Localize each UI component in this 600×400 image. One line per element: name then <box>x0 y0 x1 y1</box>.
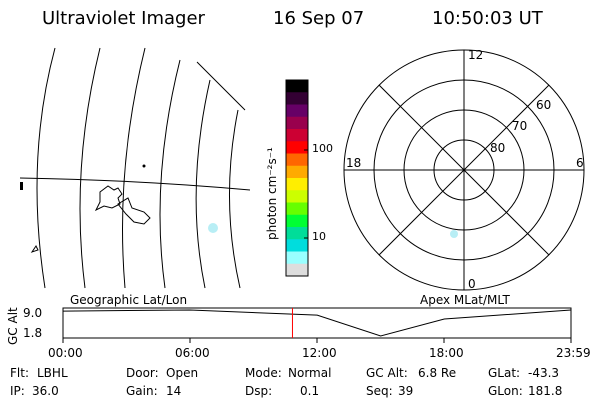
colorbar-segment <box>286 80 308 93</box>
aurora-spot <box>208 223 218 233</box>
mlt-label-6: 6 <box>576 156 584 170</box>
alt-xtick: 23:59 <box>556 346 591 360</box>
polar-subtitle: Apex MLat/MLT <box>420 293 510 307</box>
colorbar-segment <box>286 178 308 191</box>
longitude-line <box>122 47 146 289</box>
alt-ytick-9: 9.0 <box>23 306 43 320</box>
mlt-label-0: 0 <box>468 277 476 291</box>
status-flt-value: LBHL <box>37 366 68 380</box>
lat-label-70: 70 <box>512 119 528 133</box>
status-ip-value: 36.0 <box>32 384 59 398</box>
status-mode-key: Mode: <box>245 366 282 380</box>
latitude-line <box>196 61 246 111</box>
status-seq-value: 39 <box>398 384 414 398</box>
status-gcalt-value: 6.8 Re <box>418 366 457 380</box>
alt-xtick: 00:00 <box>48 346 83 360</box>
alt-ylabel: GC Alt <box>6 307 20 345</box>
meridian-line <box>378 84 550 256</box>
time-label: 10:50:03 UT <box>432 8 543 29</box>
colorbar <box>285 79 309 277</box>
colorbar-segment <box>286 202 308 216</box>
longitude-line <box>79 47 101 289</box>
longitude-line <box>195 79 211 289</box>
altitude-panel <box>62 307 572 343</box>
longitude-line <box>229 109 241 289</box>
colorbar-segment <box>286 239 308 252</box>
colorbar-segment <box>286 263 308 277</box>
coastline <box>30 245 39 253</box>
status-glon-key: GLon: <box>488 384 523 398</box>
polar-plot <box>343 49 585 291</box>
colorbar-segment <box>286 141 308 154</box>
mlt-label-12: 12 <box>468 48 484 62</box>
date-label: 16 Sep 07 <box>273 8 365 29</box>
colorbar-segment <box>286 153 308 167</box>
latitude-line <box>19 177 251 191</box>
colorbar-segment <box>286 227 308 240</box>
status-dsp-key: Dsp: <box>245 384 273 398</box>
colorbar-segment <box>286 214 308 228</box>
lat-label-80: 80 <box>490 141 506 155</box>
colorbar-segment <box>286 190 308 203</box>
status-glat-value: -43.3 <box>528 366 560 380</box>
colorbar-segment <box>286 92 308 105</box>
status-gain-key: Gain: <box>126 384 158 398</box>
longitude-line <box>159 59 181 289</box>
coastline <box>117 197 151 225</box>
coastline <box>94 185 123 212</box>
status-ip-key: IP: <box>10 384 25 398</box>
alt-ytick-1-8: 1.8 <box>23 326 43 340</box>
alt-xtick: 06:00 <box>175 346 210 360</box>
status-seq-key: Seq: <box>366 384 393 398</box>
geographic-map <box>19 47 251 289</box>
status-glon-value: 181.8 <box>528 384 563 398</box>
alt-xtick: 12:00 <box>302 346 337 360</box>
colorbar-segment <box>286 251 308 265</box>
status-door-value: Open <box>166 366 199 380</box>
status-door-key: Door: <box>126 366 159 380</box>
status-mode-value: Normal <box>288 366 332 380</box>
colorbar-segment <box>286 129 308 142</box>
colorbar-segment <box>286 165 308 179</box>
aurora-spot <box>450 230 458 238</box>
colorbar-tick-10: 10 <box>312 230 326 243</box>
colorbar-unit-label: photon cm⁻²s⁻¹ <box>265 147 279 240</box>
longitude-line <box>36 47 56 289</box>
geo-subtitle: Geographic Lat/Lon <box>70 293 188 307</box>
status-gcalt-key: GC Alt: <box>366 366 408 380</box>
colorbar-tick-100: 100 <box>312 142 333 155</box>
instrument-title: Ultraviolet Imager <box>42 8 205 29</box>
status-flt-key: Flt: <box>10 366 29 380</box>
status-dsp-value: 0.1 <box>300 384 320 398</box>
alt-xtick: 18:00 <box>429 346 464 360</box>
altitude-curve <box>62 309 572 337</box>
colorbar-segment <box>286 104 308 118</box>
colorbar-border <box>285 79 309 277</box>
colorbar-segment <box>286 116 308 130</box>
status-gain-value: 14 <box>166 384 182 398</box>
status-glat-key: GLat: <box>488 366 521 380</box>
lat-label-60: 60 <box>536 98 552 112</box>
mlt-label-18: 18 <box>346 156 362 170</box>
